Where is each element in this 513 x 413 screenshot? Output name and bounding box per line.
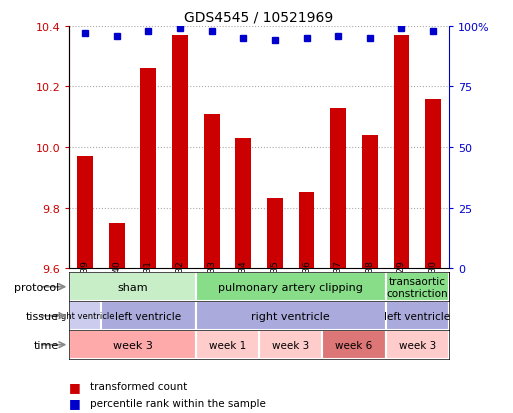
Bar (69, 273, 196, 301)
Text: GSM754734: GSM754734 (239, 260, 248, 314)
Bar (101, 301, 196, 330)
Bar (322, 330, 386, 359)
Text: GSM754737: GSM754737 (333, 260, 343, 314)
Text: GSM754738: GSM754738 (365, 260, 374, 314)
Text: left ventricle: left ventricle (115, 311, 182, 321)
Bar (330, 108, 346, 268)
Bar (172, 36, 188, 268)
Text: transformed count: transformed count (90, 381, 187, 391)
Bar (259, 330, 322, 359)
Text: week 3: week 3 (399, 340, 436, 350)
Text: GSM754730: GSM754730 (428, 260, 438, 314)
Text: GSM754733: GSM754733 (207, 260, 216, 314)
Text: GSM754732: GSM754732 (175, 260, 185, 314)
Bar (196, 273, 386, 301)
Text: pulmonary artery clipping: pulmonary artery clipping (218, 282, 363, 292)
Bar (77, 157, 93, 268)
Text: right ventricle: right ventricle (55, 311, 115, 320)
Text: sham: sham (117, 282, 148, 292)
Text: tissue: tissue (26, 311, 59, 321)
Text: right ventricle: right ventricle (251, 311, 330, 321)
Bar (196, 301, 386, 330)
Bar (69, 330, 196, 359)
Bar (386, 273, 449, 301)
Text: GSM754739: GSM754739 (81, 260, 90, 314)
Text: week 6: week 6 (336, 340, 372, 350)
Title: GDS4545 / 10521969: GDS4545 / 10521969 (185, 10, 333, 24)
Bar (204, 114, 220, 268)
Text: GSM754735: GSM754735 (270, 260, 280, 314)
Bar (267, 199, 283, 268)
Bar (299, 193, 314, 268)
Text: week 3: week 3 (272, 340, 309, 350)
Bar (386, 301, 449, 330)
Text: percentile rank within the sample: percentile rank within the sample (90, 398, 266, 408)
Text: GSM754740: GSM754740 (112, 260, 121, 314)
Text: GSM754729: GSM754729 (397, 260, 406, 314)
Bar (362, 135, 378, 268)
Text: left ventricle: left ventricle (384, 311, 450, 321)
Text: GSM754736: GSM754736 (302, 260, 311, 314)
Bar (425, 100, 441, 268)
Text: transaortic
constriction: transaortic constriction (386, 276, 448, 298)
Text: ■: ■ (69, 380, 81, 393)
Bar (69, 301, 101, 330)
Text: week 3: week 3 (112, 340, 152, 350)
Bar (393, 36, 409, 268)
Bar (109, 223, 125, 268)
Text: week 1: week 1 (209, 340, 246, 350)
Text: ■: ■ (69, 396, 81, 409)
Bar (196, 330, 259, 359)
Text: protocol: protocol (14, 282, 59, 292)
Text: time: time (34, 340, 59, 350)
Bar (386, 330, 449, 359)
Bar (141, 69, 156, 268)
Bar (235, 139, 251, 268)
Text: GSM754731: GSM754731 (144, 260, 153, 314)
